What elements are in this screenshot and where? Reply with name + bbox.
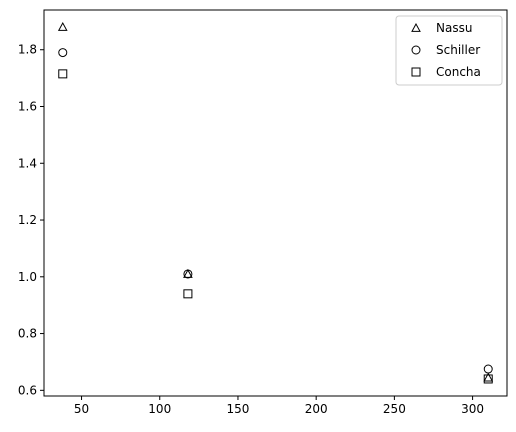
plot-frame [43,9,508,397]
legend-marker-circle [411,45,421,55]
y-tick-label: 1.8 [18,43,37,57]
legend-label: Nassu [436,21,472,35]
data-point-circle [483,364,493,374]
x-tick-label: 50 [74,402,89,416]
y-tick-label: 1.0 [18,270,37,284]
data-point-triangle [57,21,68,31]
x-tick-label: 200 [305,402,328,416]
x-tick-label: 300 [461,402,484,416]
data-point-square [183,289,193,299]
y-tick-label: 0.8 [18,327,37,341]
data-point-triangle [483,372,494,382]
x-tick-label: 100 [148,402,171,416]
ticks-layer: 50 100 150 200 250 300 0.6 0.8 1.0 1.2 1.4 1.6 1.8 [18,43,484,416]
legend-box [395,15,503,86]
y-tick-label: 0.6 [18,383,37,397]
data-point-square [483,374,493,384]
points-layer [57,21,494,384]
y-tick-label: 1.4 [18,156,37,170]
x-tick-label: 250 [383,402,406,416]
data-point-triangle [183,268,193,278]
y-tick-label: 1.2 [18,213,37,227]
data-point-circle [183,269,193,279]
data-point-square [58,69,68,79]
data-point-circle [58,48,68,58]
x-tick-label: 150 [227,402,250,416]
legend-label: Schiller [436,43,480,57]
legend-label: Concha [436,65,481,79]
legend: Nassu Schiller Concha [395,15,503,86]
y-tick-label: 1.6 [18,100,37,114]
legend-marker-square [411,67,421,77]
legend-marker-triangle [411,22,421,32]
